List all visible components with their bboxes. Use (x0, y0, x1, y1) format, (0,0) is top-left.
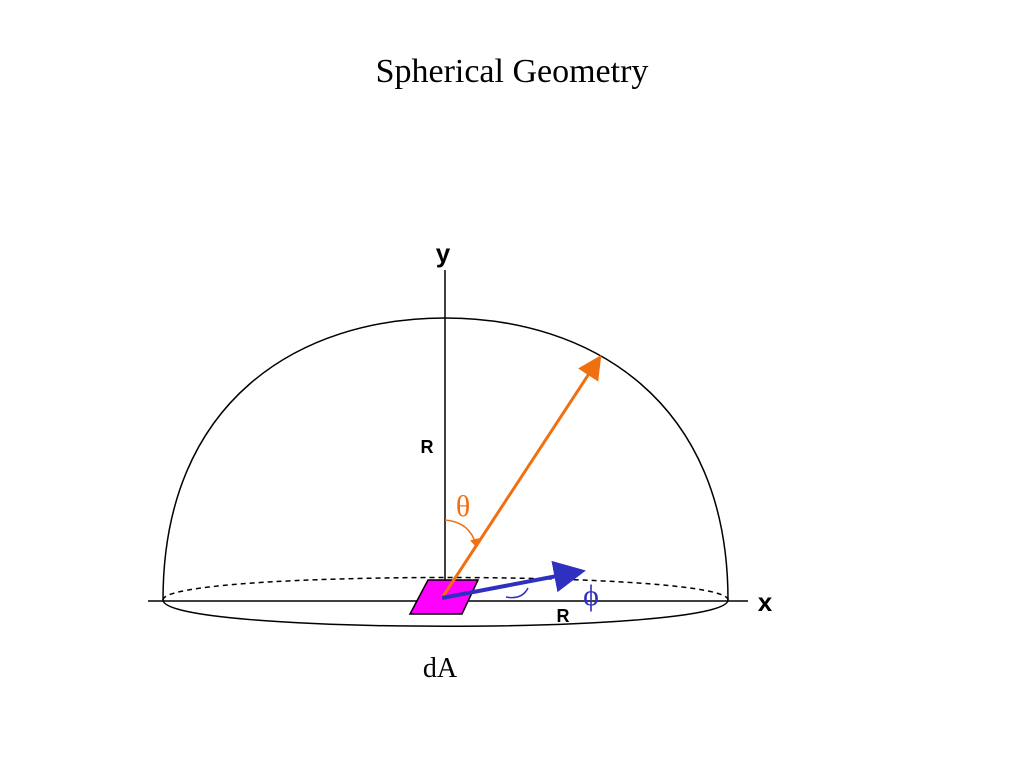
theta-label: θ (456, 490, 470, 523)
phi-label: ϕ (583, 579, 599, 612)
x-label: x (758, 587, 773, 617)
base-front (162, 599, 729, 627)
phi-arc (505, 587, 529, 599)
radius-vector (440, 354, 602, 599)
y-label: y (436, 238, 451, 268)
area-label: dA (423, 653, 458, 684)
radius-label: R (557, 606, 570, 626)
radius-label: R (421, 437, 434, 457)
projection-vector (441, 560, 586, 600)
title: Spherical Geometry (376, 53, 649, 90)
theta-arc (444, 519, 479, 548)
